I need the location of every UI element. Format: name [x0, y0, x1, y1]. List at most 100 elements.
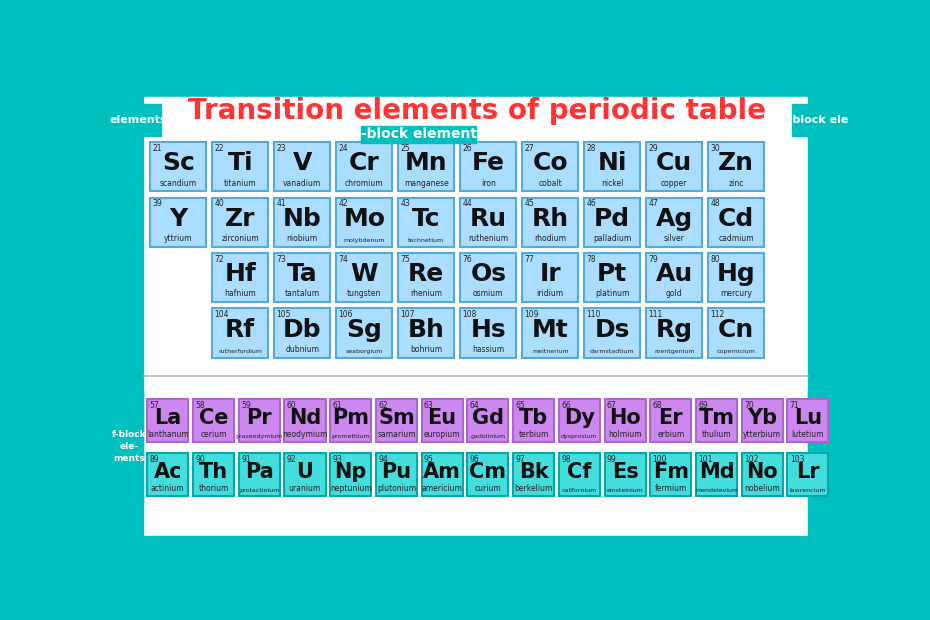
- Text: Y: Y: [169, 207, 187, 231]
- Text: Mt: Mt: [532, 317, 568, 342]
- Bar: [584, 198, 640, 247]
- Bar: [650, 453, 691, 497]
- Bar: [212, 142, 268, 192]
- Text: niobium: niobium: [286, 234, 318, 243]
- Text: Ru: Ru: [470, 207, 507, 231]
- Text: cobalt: cobalt: [538, 179, 562, 188]
- Text: Ir: Ir: [539, 262, 561, 286]
- Bar: [604, 453, 645, 497]
- Text: 99: 99: [607, 455, 617, 464]
- Text: 80: 80: [711, 255, 721, 264]
- Text: 62: 62: [379, 401, 388, 410]
- Text: actinium: actinium: [151, 484, 184, 492]
- Text: iridium: iridium: [537, 290, 564, 298]
- Text: nobelium: nobelium: [744, 484, 780, 492]
- Text: Lu: Lu: [794, 408, 822, 428]
- Bar: [650, 399, 691, 443]
- Text: Hs: Hs: [471, 317, 506, 342]
- Text: thulium: thulium: [701, 430, 731, 438]
- Text: 23: 23: [277, 144, 286, 153]
- Text: Hg: Hg: [717, 262, 755, 286]
- Text: californium: californium: [562, 487, 597, 492]
- Bar: [337, 253, 392, 303]
- Text: copper: copper: [661, 179, 687, 188]
- Bar: [709, 309, 764, 358]
- Text: Ds: Ds: [594, 317, 630, 342]
- Text: mercury: mercury: [721, 290, 752, 298]
- Text: scandium: scandium: [160, 179, 197, 188]
- Text: 104: 104: [215, 310, 229, 319]
- Text: 29: 29: [648, 144, 658, 153]
- Text: Rf: Rf: [225, 317, 256, 342]
- Text: palladium: palladium: [593, 234, 631, 243]
- Text: Co: Co: [533, 151, 568, 175]
- Text: Sg: Sg: [346, 317, 382, 342]
- Text: rhodium: rhodium: [534, 234, 566, 243]
- Text: lanthanum: lanthanum: [147, 430, 189, 438]
- Text: Eu: Eu: [428, 408, 457, 428]
- Bar: [193, 399, 234, 443]
- Text: 26: 26: [463, 144, 472, 153]
- Text: 65: 65: [515, 401, 525, 410]
- Text: Cf: Cf: [567, 462, 591, 482]
- Text: Md: Md: [698, 462, 735, 482]
- Text: meitnerium: meitnerium: [532, 349, 568, 354]
- Bar: [330, 399, 371, 443]
- Text: 39: 39: [153, 199, 163, 208]
- Bar: [285, 453, 326, 497]
- Bar: [584, 142, 640, 192]
- Text: 58: 58: [195, 401, 205, 410]
- Text: seaborgium: seaborgium: [346, 349, 383, 354]
- Text: Db: Db: [283, 317, 322, 342]
- Text: 106: 106: [339, 310, 353, 319]
- Text: 59: 59: [241, 401, 251, 410]
- Text: neptunium: neptunium: [330, 484, 372, 492]
- Bar: [274, 253, 330, 303]
- Bar: [421, 399, 463, 443]
- Text: fermium: fermium: [655, 484, 687, 492]
- Text: 72: 72: [215, 255, 224, 264]
- Bar: [330, 453, 371, 497]
- Text: Th: Th: [199, 462, 228, 482]
- Text: Fe: Fe: [472, 151, 505, 175]
- Text: Zn: Zn: [718, 151, 754, 175]
- Text: titanium: titanium: [224, 179, 257, 188]
- Bar: [274, 198, 330, 247]
- Text: gadolinium: gadolinium: [471, 433, 505, 438]
- Text: 47: 47: [648, 199, 658, 208]
- Bar: [361, 126, 476, 143]
- Text: 102: 102: [744, 455, 758, 464]
- Bar: [709, 198, 764, 247]
- Text: bohrium: bohrium: [410, 345, 443, 354]
- Text: Np: Np: [335, 462, 366, 482]
- Bar: [193, 453, 234, 497]
- Text: Pt: Pt: [597, 262, 628, 286]
- Bar: [808, 74, 837, 552]
- Text: Tc: Tc: [412, 207, 441, 231]
- Text: Cn: Cn: [718, 317, 754, 342]
- Text: yttrium: yttrium: [164, 234, 193, 243]
- Text: plutonium: plutonium: [377, 484, 416, 492]
- Bar: [212, 253, 268, 303]
- Text: tantalum: tantalum: [285, 290, 320, 298]
- Text: Lr: Lr: [796, 462, 819, 482]
- Text: Ce: Ce: [199, 408, 228, 428]
- Text: elements: elements: [110, 115, 167, 125]
- Bar: [467, 453, 509, 497]
- Bar: [460, 198, 516, 247]
- Bar: [285, 399, 326, 443]
- Text: Zr: Zr: [225, 207, 256, 231]
- Text: cadmium: cadmium: [719, 234, 754, 243]
- Text: technetium: technetium: [408, 238, 445, 243]
- Text: La: La: [154, 408, 181, 428]
- Bar: [398, 309, 454, 358]
- Text: 67: 67: [607, 401, 617, 410]
- Text: 24: 24: [339, 144, 349, 153]
- Text: Nd: Nd: [289, 408, 321, 428]
- Bar: [696, 399, 737, 443]
- Text: 61: 61: [333, 401, 342, 410]
- Text: 69: 69: [698, 401, 708, 410]
- Text: Ta: Ta: [286, 262, 318, 286]
- Text: 107: 107: [401, 310, 415, 319]
- Text: 105: 105: [277, 310, 291, 319]
